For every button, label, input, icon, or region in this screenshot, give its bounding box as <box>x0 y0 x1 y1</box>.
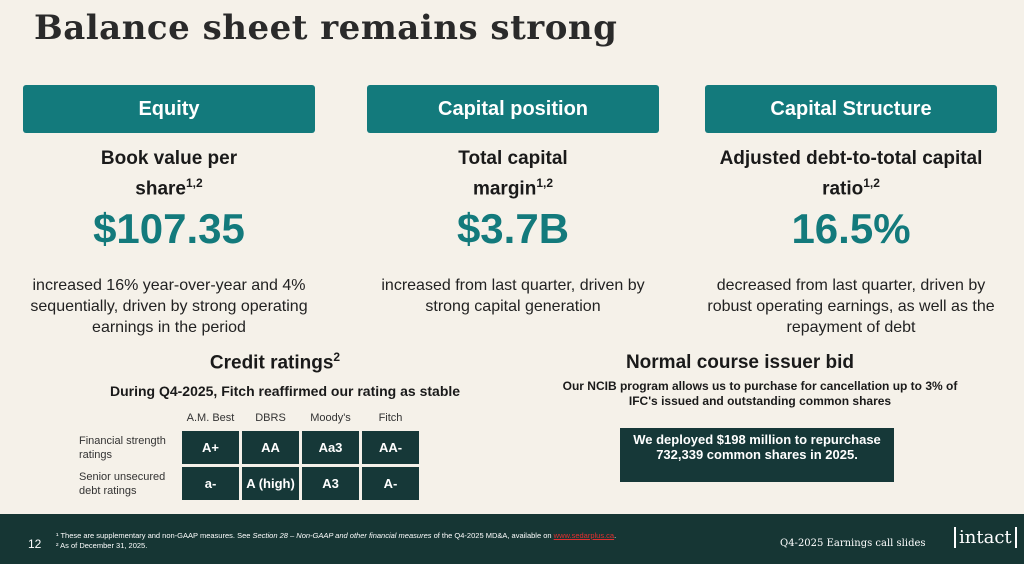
capital-position-column: Capital position Total capital margin1,2… <box>367 85 659 317</box>
rating-cell: AA <box>242 431 299 464</box>
metric-value: 16.5% <box>791 205 911 253</box>
agency-header: DBRS <box>255 412 286 424</box>
capital-structure-header: Capital Structure <box>705 85 997 133</box>
equity-column: Equity Book value per share1,2 $107.35 i… <box>23 85 315 338</box>
agency-header: Moody's <box>310 412 351 424</box>
metric-description: increased from last quarter, driven by s… <box>381 277 645 316</box>
metric-label: Adjusted debt-to-total capital ratio1,2 <box>719 148 983 200</box>
table-row: Senior unsecured debt ratings a- A (high) A… <box>79 467 419 500</box>
capital-structure-column: Capital Structure Adjusted debt-to-total… <box>705 85 997 338</box>
rating-cell: A3 <box>302 467 359 500</box>
metric-value: $107.35 <box>93 205 245 253</box>
metric-label: Total capital margin1,2 <box>458 148 568 200</box>
table-row: Financial strength ratings A+ AA Aa3 AA- <box>79 431 419 464</box>
footer: 12 ¹ These are supplementary and non-GAA… <box>0 514 1024 564</box>
row-label: Senior unsecured debt ratings <box>79 470 166 497</box>
credit-ratings-title: Credit ratings2 <box>209 350 341 374</box>
rating-cell: a- <box>182 467 239 500</box>
intact-logo: intact <box>954 527 1017 548</box>
metric-label: Book value per share1,2 <box>100 148 238 200</box>
row-label: Financial strength ratings <box>79 434 166 461</box>
rating-cell: AA- <box>362 431 419 464</box>
metric-description: decreased from last quarter, driven by r… <box>707 277 995 337</box>
ncib-title: Normal course issuer bid <box>625 352 855 373</box>
sedarplus-link[interactable]: www.sedarplus.ca <box>553 531 615 540</box>
rating-cell: A (high) <box>242 467 299 500</box>
footnotes: ¹ These are supplementary and non-GAAP m… <box>56 531 617 550</box>
ncib-highlight-box: We deployed $198 million to repurchase 7… <box>620 428 894 482</box>
rating-cell: A- <box>362 467 419 500</box>
deck-name: Q4-2025 Earnings call slides <box>780 538 926 549</box>
credit-ratings-subtitle: During Q4-2025, Fitch reaffirmed our rat… <box>109 383 461 399</box>
rating-cell: Aa3 <box>302 431 359 464</box>
capital-position-header: Capital position <box>367 85 659 133</box>
equity-header: Equity <box>23 85 315 133</box>
rating-cell: A+ <box>182 431 239 464</box>
metric-value: $3.7B <box>456 205 570 253</box>
page-title: Balance sheet remains strong <box>34 8 618 48</box>
ncib-subtitle: Our NCIB program allows us to purchase f… <box>562 379 958 408</box>
agency-header: A.M. Best <box>186 412 235 424</box>
metric-description: increased 16% year-over-year and 4% sequ… <box>30 277 308 337</box>
page-number: 12 <box>28 537 42 551</box>
credit-ratings-table: A.M. Best DBRS Moody's Fitch Financial stre… <box>76 405 422 503</box>
agency-header: Fitch <box>378 412 403 424</box>
